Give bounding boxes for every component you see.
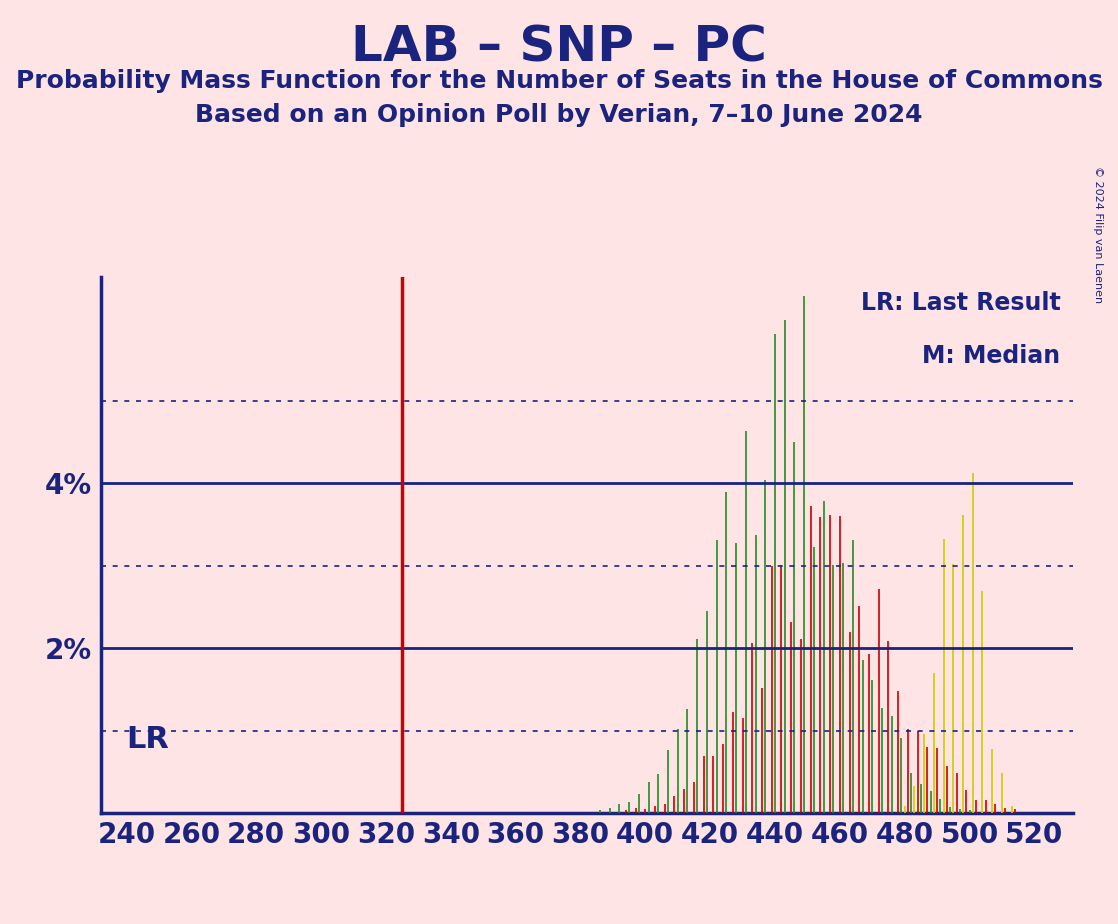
Text: LR: Last Result: LR: Last Result	[861, 291, 1060, 314]
Text: Probability Mass Function for the Number of Seats in the House of Commons: Probability Mass Function for the Number…	[16, 69, 1102, 93]
Text: © 2024 Filip van Laenen: © 2024 Filip van Laenen	[1093, 166, 1102, 303]
Text: M: Median: M: Median	[922, 345, 1060, 368]
Text: LR: LR	[126, 725, 170, 754]
Text: LAB – SNP – PC: LAB – SNP – PC	[351, 23, 767, 71]
Text: Based on an Opinion Poll by Verian, 7–10 June 2024: Based on an Opinion Poll by Verian, 7–10…	[196, 103, 922, 128]
